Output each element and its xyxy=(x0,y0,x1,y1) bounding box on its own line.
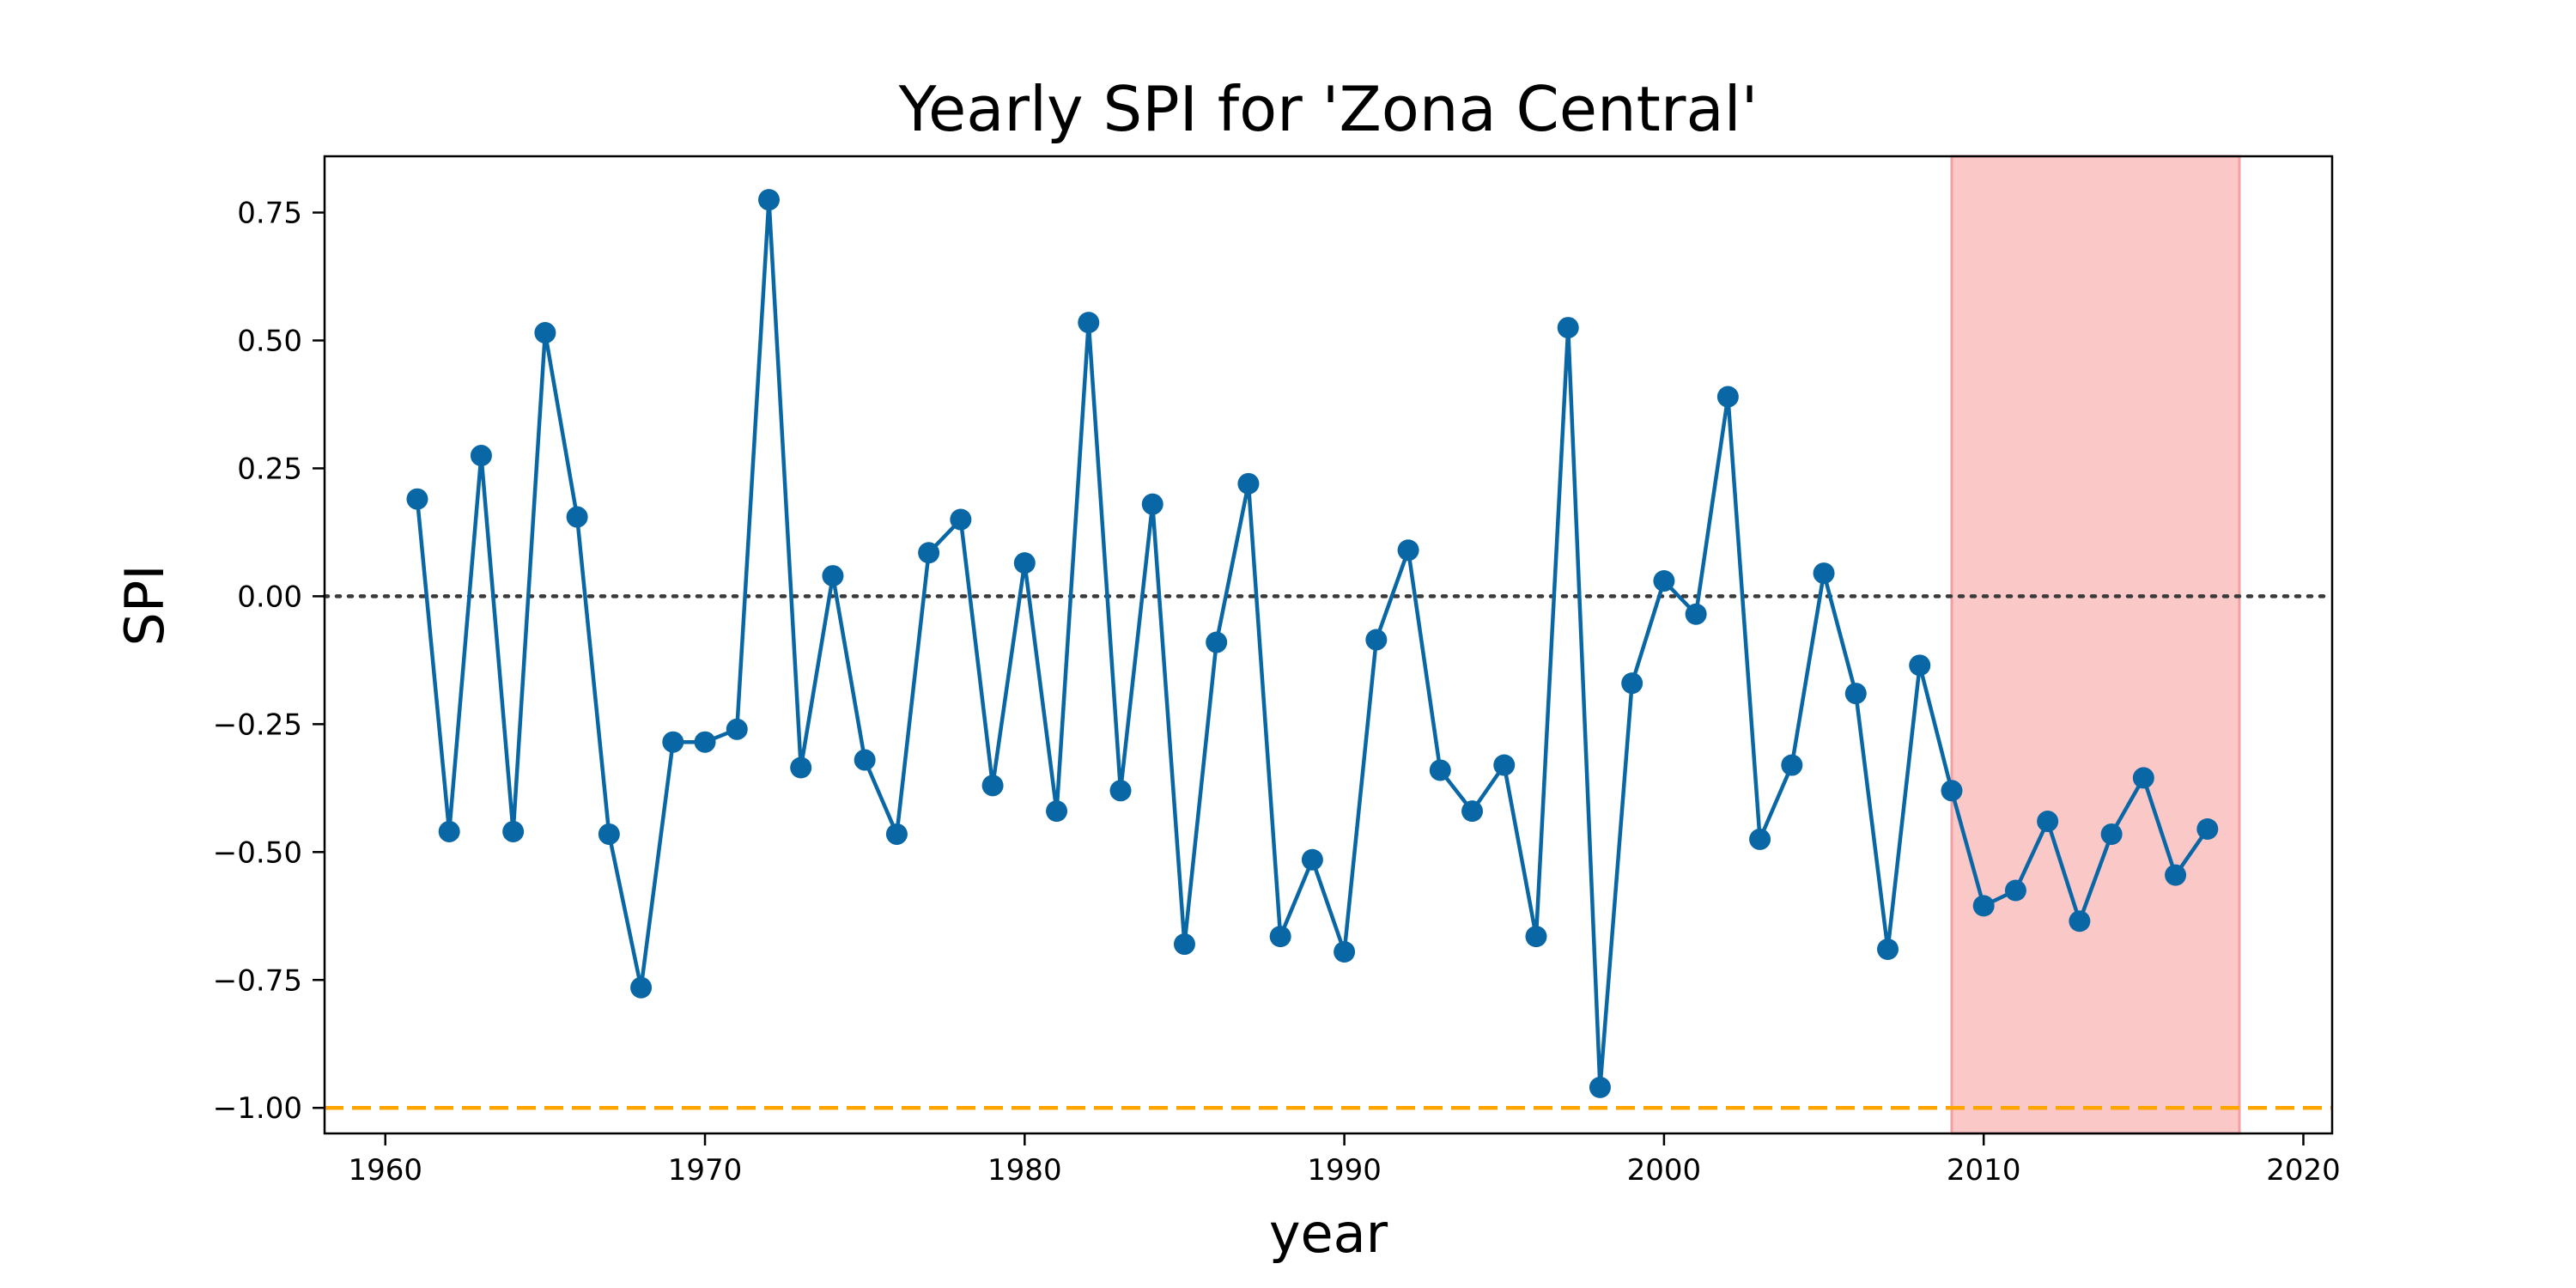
data-point xyxy=(470,445,492,467)
y-tick-label: −0.25 xyxy=(213,708,302,742)
y-tick-label: 0.25 xyxy=(237,452,302,486)
data-point xyxy=(1237,472,1260,495)
x-tick-label: 2010 xyxy=(1947,1153,2021,1188)
x-tick-label: 1990 xyxy=(1307,1153,1382,1188)
data-point xyxy=(885,823,908,845)
data-point xyxy=(2196,817,2219,840)
data-point xyxy=(854,749,876,771)
data-point xyxy=(1557,317,1579,339)
data-point xyxy=(534,322,556,344)
data-point xyxy=(1749,828,1771,850)
data-point xyxy=(1493,754,1516,776)
data-point xyxy=(502,820,525,842)
data-point xyxy=(1078,312,1100,334)
data-point xyxy=(1813,562,1835,585)
data-point xyxy=(1141,493,1163,515)
data-point xyxy=(1716,386,1739,408)
data-point xyxy=(726,718,748,740)
data-point xyxy=(630,976,653,999)
data-point xyxy=(981,775,1004,797)
y-tick-label: 0.00 xyxy=(237,580,302,614)
data-point xyxy=(1334,940,1356,963)
chart-title: Yearly SPI for 'Zona Central' xyxy=(898,73,1759,145)
x-tick-label: 1970 xyxy=(668,1153,743,1188)
y-tick-label: −0.50 xyxy=(213,835,302,870)
data-point xyxy=(1397,539,1419,562)
plot-area: 1960 1970 1980 1990 2000 2010 2020 0.75 0.50 0.25… xyxy=(213,155,2341,1188)
data-point xyxy=(662,731,684,753)
y-tick-label: −1.00 xyxy=(213,1091,302,1126)
data-point xyxy=(950,508,972,531)
data-point xyxy=(1589,1076,1611,1098)
y-tick-label: 0.75 xyxy=(237,197,302,231)
data-point xyxy=(2004,879,2026,902)
data-point xyxy=(1525,926,1547,948)
data-point xyxy=(1429,759,1451,781)
data-point xyxy=(566,506,588,528)
data-point xyxy=(1109,780,1132,802)
data-point xyxy=(1461,800,1484,823)
x-tick-label: 1960 xyxy=(348,1153,422,1188)
data-point xyxy=(438,820,460,842)
data-point xyxy=(1013,552,1036,574)
data-point xyxy=(1365,629,1388,651)
data-point xyxy=(1173,933,1195,956)
data-point xyxy=(1685,603,1707,625)
data-point xyxy=(1269,926,1291,948)
data-point xyxy=(1909,654,1931,677)
x-tick-label: 2000 xyxy=(1627,1153,1702,1188)
data-point xyxy=(1972,895,1995,917)
data-point xyxy=(1621,672,1643,695)
x-axis-title: year xyxy=(1269,1202,1388,1265)
y-tick-label: −0.75 xyxy=(213,963,302,998)
data-point xyxy=(406,488,428,510)
data-point xyxy=(1844,683,1867,705)
data-point xyxy=(2165,864,2187,886)
data-point xyxy=(757,189,780,211)
data-point xyxy=(2100,823,2123,845)
x-tick-label: 1980 xyxy=(987,1153,1062,1188)
y-axis-title: SPI xyxy=(113,564,176,646)
data-point xyxy=(1941,780,1963,802)
data-point xyxy=(1046,800,1068,823)
data-point xyxy=(694,731,716,753)
data-point xyxy=(822,565,844,587)
data-point xyxy=(1301,848,1323,871)
data-point xyxy=(598,823,620,845)
data-point xyxy=(2037,811,2059,833)
x-tick-label: 2020 xyxy=(2266,1153,2341,1188)
data-point xyxy=(918,542,940,564)
data-point xyxy=(1781,754,1803,776)
data-point xyxy=(2132,767,2154,789)
plot-frame xyxy=(323,155,2334,1135)
data-point xyxy=(790,756,812,779)
data-point xyxy=(1877,939,1899,961)
series-line xyxy=(415,197,2209,1090)
data-point xyxy=(1206,631,1228,653)
highlight-region xyxy=(1950,155,2241,1135)
data-point xyxy=(1653,570,1675,592)
data-point xyxy=(2069,910,2091,933)
y-tick-label: 0.50 xyxy=(237,324,302,358)
